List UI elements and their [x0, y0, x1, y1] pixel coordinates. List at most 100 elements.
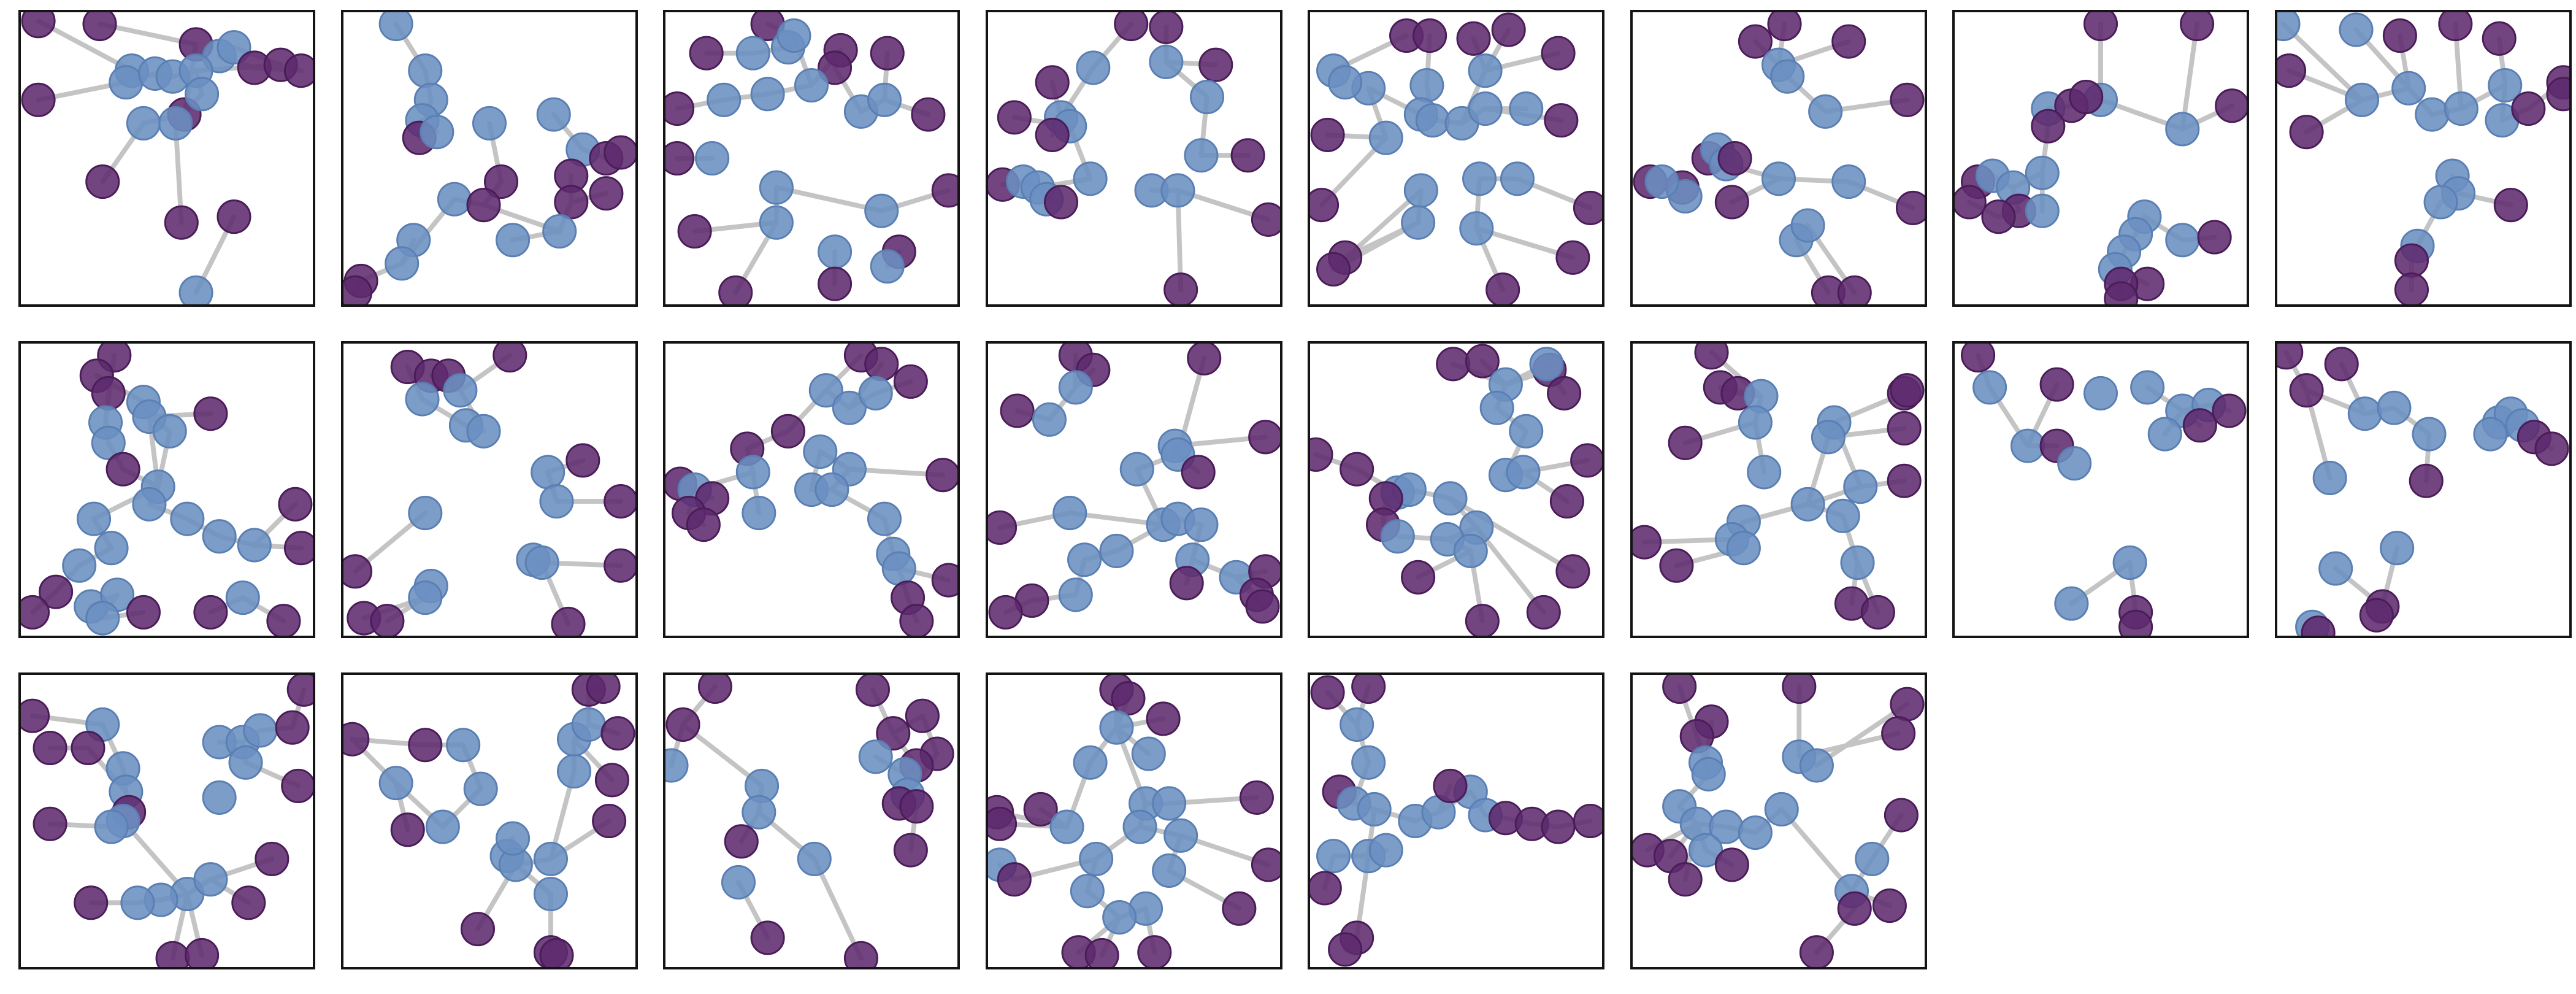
graph-node-purple [855, 675, 890, 707]
graph-node-blue [2147, 417, 2182, 452]
graph-node-purple [1043, 185, 1079, 220]
graph-node-purple [1230, 138, 1265, 173]
graph-node-blue [1102, 900, 1137, 935]
graph-panel-13 [1308, 341, 1604, 638]
graph-node-purple [1239, 780, 1274, 815]
graph-node-purple [460, 912, 495, 947]
graph-node-blue [2165, 223, 2200, 258]
graph-node-purple [1767, 12, 1802, 42]
graph-node-purple [1198, 47, 1233, 82]
graph-node-blue [217, 30, 251, 65]
graph-node-purple [1668, 425, 1703, 460]
graph-node-purple [1837, 891, 1872, 926]
graph-node-blue [2054, 586, 2089, 621]
graph-node-blue [2057, 446, 2092, 481]
graph-node-blue [237, 528, 272, 563]
graph-node-blue [2130, 370, 2165, 405]
graph-node-purple [343, 554, 373, 589]
graph-canvas-1 [21, 12, 313, 304]
graph-node-purple [818, 50, 853, 85]
graph-node-purple [275, 710, 310, 745]
graph-panel-19 [663, 672, 960, 969]
graph-edge [1474, 525, 1546, 615]
graph-node-blue [1328, 65, 1363, 100]
graph-node-purple [21, 82, 56, 117]
graph-node-blue [408, 53, 443, 88]
graph-node-purple [255, 841, 289, 876]
graph-node-blue [437, 182, 472, 217]
edge-group [1319, 27, 1593, 293]
graph-node-blue [1073, 745, 1108, 780]
graph-node-purple [988, 510, 1018, 545]
graph-canvas-15 [1961, 344, 2247, 636]
graph-node-purple [1884, 798, 1919, 833]
node-group [988, 12, 1280, 304]
graph-node-blue [158, 106, 193, 141]
graph-node-blue [132, 487, 167, 522]
graph-node-purple [1137, 935, 1172, 967]
graph-node-blue [1500, 161, 1535, 196]
graph-node-blue [2391, 71, 2426, 106]
graph-node-blue [2412, 417, 2447, 452]
graph-node-purple [1491, 12, 1526, 47]
graph-node-purple [1245, 589, 1280, 624]
graph-node-blue [1509, 91, 1544, 126]
node-group [1633, 344, 1925, 630]
graph-node-blue [185, 77, 220, 112]
graph-panel-18 [341, 672, 638, 969]
graph-node-blue [228, 745, 263, 780]
graph-node-blue [1972, 370, 2007, 405]
graph-edge [2280, 21, 2364, 102]
graph-node-purple [2394, 272, 2429, 304]
graph-node-purple [1310, 188, 1340, 223]
graph-node-blue [867, 501, 902, 536]
graph-node-blue [750, 77, 785, 112]
graph-node-blue [1840, 545, 1875, 580]
graph-node-blue [2312, 460, 2347, 495]
graph-node-blue [1799, 748, 1834, 783]
graph-node-blue [1184, 138, 1219, 173]
graph-node-purple [1316, 252, 1351, 287]
graph-node-purple [2277, 344, 2304, 370]
graph-node-purple [2301, 615, 2336, 636]
graph-node-purple [1310, 675, 1345, 710]
graph-node-blue [557, 754, 592, 789]
graph-node-blue [803, 434, 838, 469]
graph-node-blue [243, 713, 278, 748]
graph-panel-8 [2275, 10, 2572, 307]
graph-node-blue [864, 193, 899, 228]
graph-node-blue [1855, 841, 1890, 876]
graph-node-blue [1688, 833, 1723, 868]
graph-node-purple [286, 675, 313, 707]
graph-node-purple [586, 675, 621, 704]
graph-node-purple [554, 185, 589, 220]
edge-group [1966, 21, 2235, 301]
graph-node-blue [1058, 577, 1093, 612]
graph-node-blue [2488, 67, 2523, 103]
graph-node-purple [1149, 12, 1184, 44]
graph-node-purple [231, 885, 266, 920]
graph-node-blue [1163, 818, 1198, 853]
graph-node-purple [2212, 393, 2247, 428]
graph-node-blue [425, 809, 460, 844]
graph-node-purple [74, 885, 109, 920]
graph-canvas-10 [343, 344, 635, 636]
graph-node-purple [1328, 932, 1363, 967]
graph-canvas-6 [1633, 12, 1925, 304]
graph-node-blue [85, 601, 120, 636]
graph-node-blue [2345, 82, 2380, 117]
graph-node-blue [1415, 103, 1450, 138]
graph-node-blue [1380, 519, 1415, 554]
graph-node-blue [446, 728, 481, 763]
graph-node-purple [1000, 393, 1035, 428]
graph-node-purple [1633, 525, 1662, 560]
graph-panel-10 [341, 341, 638, 638]
graph-node-purple [1541, 36, 1576, 71]
graph-node-purple [1169, 566, 1204, 601]
graph-node-purple [1694, 344, 1729, 370]
graph-node-purple [1799, 935, 1834, 967]
graph-node-purple [1887, 411, 1922, 446]
graph-node-purple [893, 833, 928, 868]
graph-canvas-7 [1955, 12, 2247, 304]
